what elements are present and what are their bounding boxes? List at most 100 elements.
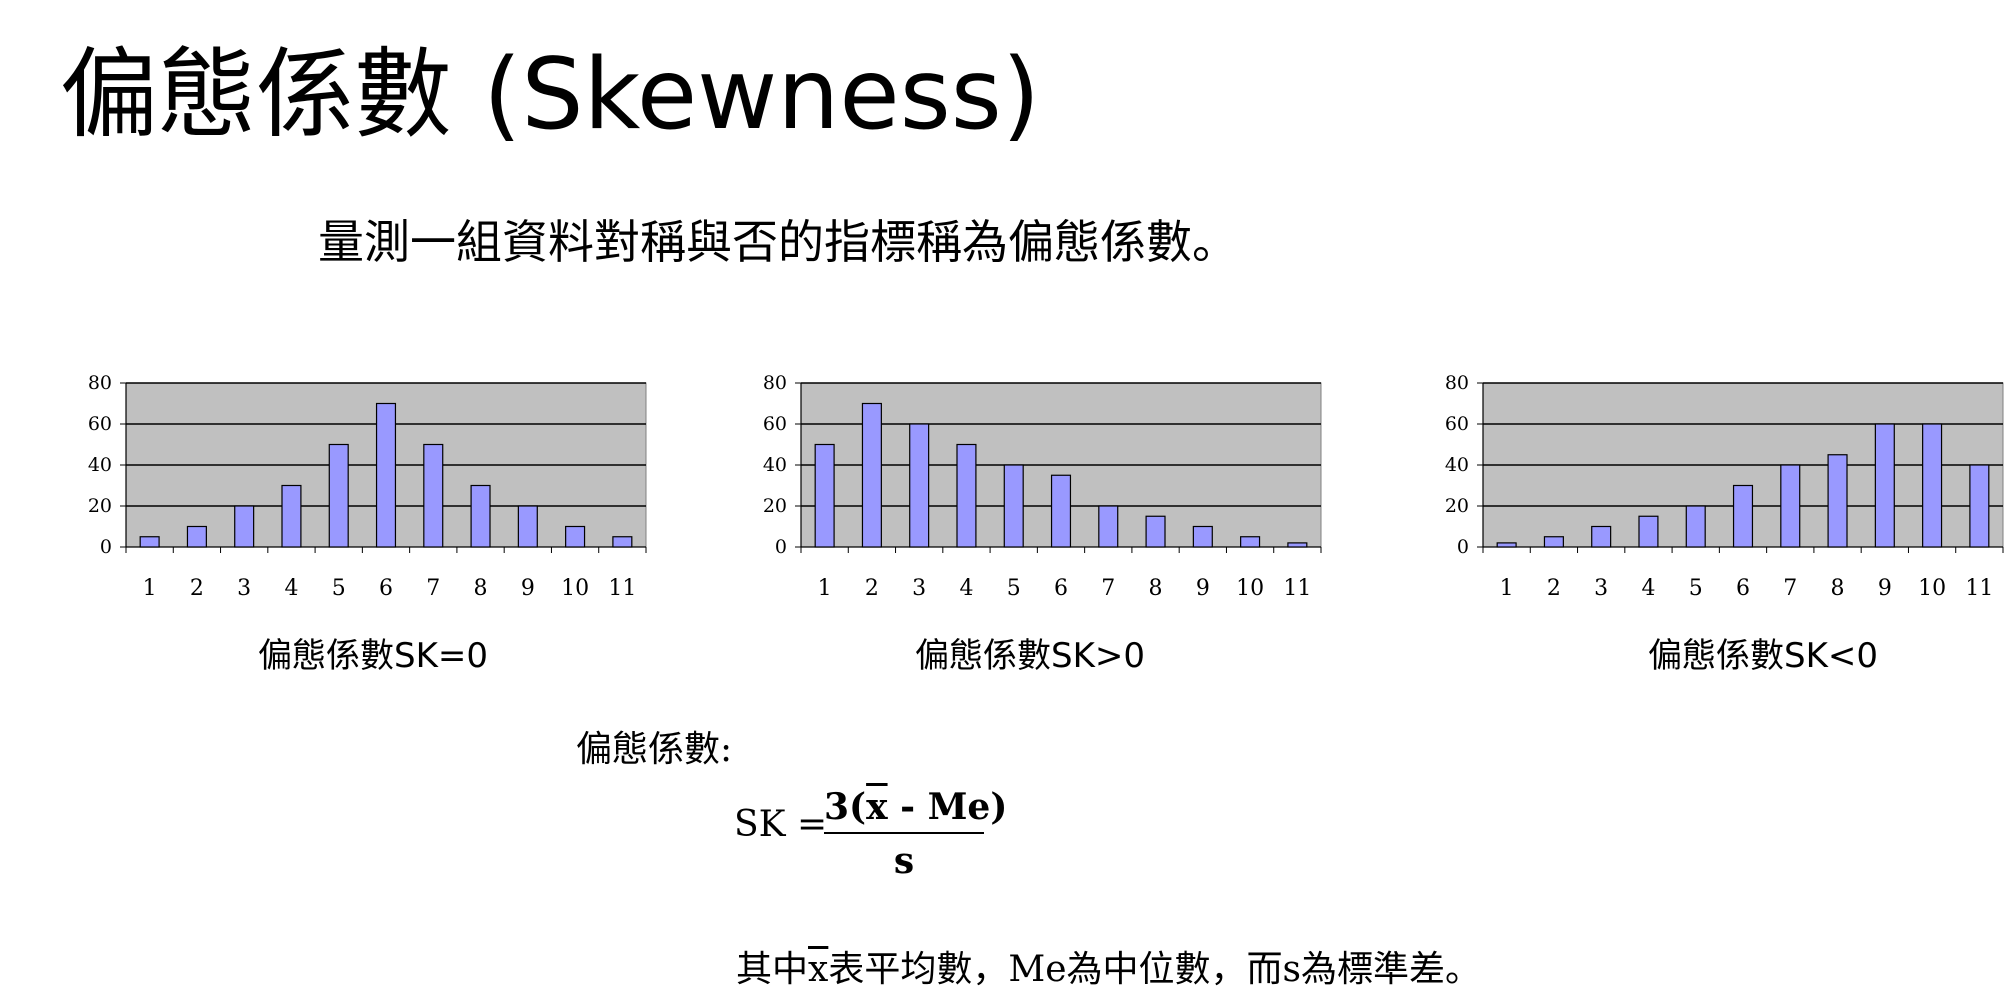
x-tick-label: 5 — [1689, 576, 1703, 601]
formula-lhs: SK = — [734, 804, 828, 845]
bar — [1638, 515, 1659, 548]
bar — [517, 505, 538, 548]
x-tick-label: 4 — [284, 576, 298, 601]
fraction-bar — [824, 832, 984, 834]
x-tick-label: 9 — [521, 576, 535, 601]
bar — [139, 536, 160, 548]
bar — [470, 484, 491, 548]
y-tick-label: 60 — [88, 413, 112, 435]
y-tick-label: 60 — [1445, 413, 1469, 435]
numerator-xbar: x — [866, 786, 888, 828]
bar — [423, 443, 444, 548]
bar — [1003, 464, 1024, 548]
x-tick-label: 2 — [1547, 576, 1561, 601]
y-tick-label: 40 — [763, 454, 787, 476]
bar — [1591, 525, 1612, 548]
x-tick-label: 11 — [1965, 576, 1993, 601]
bar — [1496, 542, 1517, 548]
bar — [186, 525, 207, 548]
caption-sk-negative: 偏態係數SK<0 — [1648, 636, 1878, 676]
bar — [909, 423, 930, 548]
bar — [1685, 505, 1706, 548]
chart-symmetric: 0 20 40 60 80 1 2 3 4 5 6 7 8 9 10 11 — [70, 368, 750, 608]
x-tick-label: 2 — [865, 576, 879, 601]
y-tick-label: 0 — [775, 536, 787, 558]
x-tick-label: 4 — [959, 576, 973, 601]
x-tick-label: 9 — [1878, 576, 1892, 601]
bar — [814, 443, 835, 548]
formula-note: 其中x表平均數，Me為中位數，而s為標準差。 — [736, 940, 1481, 992]
numerator-prefix: 3( — [824, 786, 867, 828]
y-tick-label: 80 — [88, 372, 112, 394]
bar — [1969, 464, 1990, 548]
bar — [1145, 515, 1166, 548]
x-tick-label: 7 — [1101, 576, 1115, 601]
formula-label: 偏態係數: — [576, 729, 733, 770]
note-prefix: 其中 — [736, 949, 809, 990]
x-tick-label: 3 — [1594, 576, 1608, 601]
y-tick-label: 40 — [88, 454, 112, 476]
caption-sk-positive: 偏態係數SK>0 — [915, 636, 1145, 676]
x-tick-label: 6 — [1736, 576, 1750, 601]
bar — [234, 505, 255, 548]
slide-title: 偏態係數 (Skewness) — [60, 38, 1041, 152]
x-tick-label: 5 — [1007, 576, 1021, 601]
numerator-suffix: - Me) — [887, 786, 1008, 828]
formula-numerator: 3(x - Me) — [824, 786, 1007, 828]
x-tick-label: 3 — [237, 576, 251, 601]
note-xbar: x — [808, 949, 829, 990]
bar — [1780, 464, 1801, 548]
x-tick-label: 6 — [1054, 576, 1068, 601]
bar — [565, 525, 586, 548]
y-tick-label: 20 — [1445, 495, 1469, 517]
bar — [1050, 474, 1072, 548]
y-tick-label: 40 — [1445, 454, 1469, 476]
x-tick-label: 11 — [608, 576, 636, 601]
x-tick-label: 10 — [1918, 576, 1946, 601]
x-tick-label: 8 — [474, 576, 488, 601]
bar — [1192, 525, 1213, 548]
y-tick-label: 20 — [763, 495, 787, 517]
bar — [375, 402, 397, 548]
x-tick-label: 7 — [426, 576, 440, 601]
y-tick-label: 80 — [1445, 372, 1469, 394]
note-suffix: 表平均數，Me為中位數，而s為標準差。 — [828, 949, 1481, 990]
bar — [281, 484, 302, 548]
y-tick-label: 0 — [1457, 536, 1469, 558]
x-tick-label: 8 — [1831, 576, 1845, 601]
x-tick-label: 4 — [1641, 576, 1655, 601]
x-tick-label: 6 — [379, 576, 393, 601]
x-tick-label: 7 — [1783, 576, 1797, 601]
bar — [1874, 423, 1895, 548]
x-tick-label: 2 — [190, 576, 204, 601]
bar — [1732, 484, 1754, 548]
x-tick-label: 10 — [561, 576, 589, 601]
slide-subtitle: 量測一組資料對稱與否的指標稱為偏態係數。 — [318, 215, 1238, 269]
chart-svg: 0 20 40 60 80 1 2 3 4 5 6 7 8 9 10 11 — [88, 372, 647, 601]
chart-svg: 0 20 40 60 80 1 2 3 4 5 6 7 8 9 10 11 — [1445, 372, 2004, 601]
x-tick-label: 11 — [1283, 576, 1311, 601]
formula-denominator: s — [893, 840, 915, 882]
bar — [861, 402, 882, 548]
bar — [612, 536, 633, 548]
x-tick-label: 5 — [332, 576, 346, 601]
bar — [1098, 505, 1119, 548]
bar — [328, 443, 349, 548]
x-tick-label: 1 — [1500, 576, 1514, 601]
bar — [1922, 423, 1943, 548]
x-tick-label: 10 — [1236, 576, 1264, 601]
chart-svg: 0 20 40 60 80 1 2 3 4 5 6 7 8 9 10 11 — [763, 372, 1322, 601]
y-tick-label: 0 — [100, 536, 112, 558]
x-tick-label: 1 — [143, 576, 157, 601]
bar — [1287, 542, 1308, 548]
bar — [1543, 536, 1564, 548]
y-tick-label: 20 — [88, 495, 112, 517]
chart-right-skewed: 0 20 40 60 80 1 2 3 4 5 6 7 8 9 10 11 — [745, 368, 1425, 608]
x-tick-label: 8 — [1149, 576, 1163, 601]
x-tick-label: 1 — [818, 576, 832, 601]
chart-left-skewed: 0 20 40 60 80 1 2 3 4 5 6 7 8 9 10 11 — [1427, 368, 2006, 608]
caption-sk-zero: 偏態係數SK=0 — [258, 636, 488, 676]
y-tick-label: 60 — [763, 413, 787, 435]
x-tick-label: 9 — [1196, 576, 1210, 601]
bar — [1827, 454, 1848, 548]
